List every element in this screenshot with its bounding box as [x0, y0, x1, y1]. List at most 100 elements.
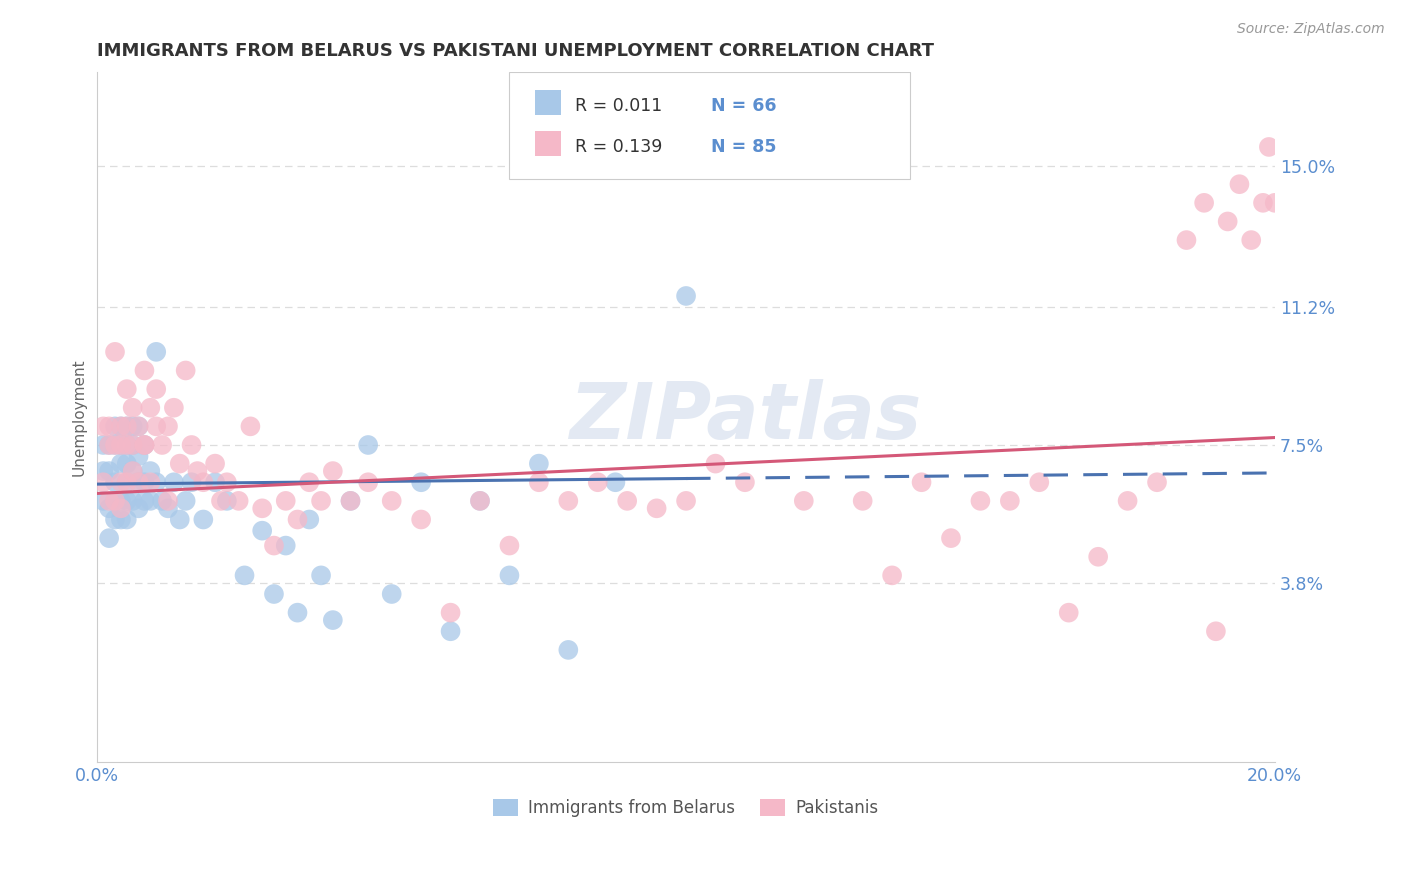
Point	[193, 512, 215, 526]
Text: N = 66: N = 66	[711, 97, 776, 115]
Point	[1205, 624, 1227, 639]
Point	[605, 475, 627, 490]
Y-axis label: Unemployment: Unemployment	[72, 359, 86, 475]
Point	[174, 363, 197, 377]
Point	[139, 401, 162, 415]
Point	[675, 494, 697, 508]
Point	[274, 539, 297, 553]
Point	[115, 494, 138, 508]
Point	[115, 419, 138, 434]
Point	[121, 464, 143, 478]
Point	[215, 475, 238, 490]
Point	[411, 512, 433, 526]
Point	[527, 475, 550, 490]
Point	[98, 501, 121, 516]
Point	[180, 438, 202, 452]
Point	[1087, 549, 1109, 564]
Point	[287, 512, 309, 526]
Point	[1175, 233, 1198, 247]
Point	[91, 464, 114, 478]
Point	[115, 438, 138, 452]
Point	[139, 464, 162, 478]
Point	[115, 382, 138, 396]
Point	[139, 475, 162, 490]
Point	[169, 457, 191, 471]
Point	[1251, 195, 1274, 210]
Point	[134, 363, 156, 377]
Point	[156, 494, 179, 508]
Point	[115, 438, 138, 452]
Point	[110, 419, 132, 434]
Point	[121, 494, 143, 508]
Text: R = 0.139: R = 0.139	[575, 138, 662, 156]
Point	[439, 606, 461, 620]
Point	[557, 643, 579, 657]
Point	[939, 531, 962, 545]
Point	[309, 568, 332, 582]
Point	[121, 438, 143, 452]
Point	[110, 438, 132, 452]
Point	[145, 344, 167, 359]
Point	[527, 457, 550, 471]
Point	[180, 475, 202, 490]
Point	[228, 494, 250, 508]
Point	[675, 289, 697, 303]
Point	[139, 494, 162, 508]
Legend: Immigrants from Belarus, Pakistanis: Immigrants from Belarus, Pakistanis	[486, 792, 886, 823]
Point	[357, 438, 380, 452]
Point	[882, 568, 904, 582]
Point	[121, 438, 143, 452]
Point	[110, 438, 132, 452]
Point	[298, 512, 321, 526]
Point	[1146, 475, 1168, 490]
FancyBboxPatch shape	[509, 72, 910, 179]
Point	[110, 457, 132, 471]
Point	[322, 464, 344, 478]
Point	[115, 457, 138, 471]
Point	[128, 419, 150, 434]
Text: IMMIGRANTS FROM BELARUS VS PAKISTANI UNEMPLOYMENT CORRELATION CHART: IMMIGRANTS FROM BELARUS VS PAKISTANI UNE…	[97, 42, 935, 60]
Point	[98, 531, 121, 545]
Point	[498, 568, 520, 582]
Point	[239, 419, 262, 434]
Point	[150, 494, 173, 508]
Point	[1240, 233, 1263, 247]
Point	[98, 419, 121, 434]
Point	[1264, 195, 1286, 210]
Point	[298, 475, 321, 490]
Point	[104, 438, 127, 452]
Point	[287, 606, 309, 620]
Point	[215, 494, 238, 508]
Point	[91, 419, 114, 434]
Point	[381, 587, 404, 601]
Point	[110, 494, 132, 508]
Point	[169, 512, 191, 526]
Point	[121, 419, 143, 434]
Point	[115, 419, 138, 434]
Point	[121, 464, 143, 478]
Point	[163, 475, 186, 490]
Point	[156, 501, 179, 516]
Point	[209, 494, 232, 508]
Point	[1257, 140, 1279, 154]
Point	[1192, 195, 1215, 210]
Point	[274, 494, 297, 508]
Point	[998, 494, 1021, 508]
Point	[121, 401, 143, 415]
Point	[128, 501, 150, 516]
Point	[381, 494, 404, 508]
Point	[233, 568, 256, 582]
Point	[128, 475, 150, 490]
Point	[104, 512, 127, 526]
Text: N = 85: N = 85	[711, 138, 776, 156]
Text: ZIPatlas: ZIPatlas	[569, 379, 921, 455]
Point	[174, 494, 197, 508]
Point	[104, 494, 127, 508]
Point	[309, 494, 332, 508]
Point	[969, 494, 991, 508]
Point	[339, 494, 361, 508]
Point	[115, 475, 138, 490]
Point	[134, 475, 156, 490]
Point	[186, 464, 208, 478]
Point	[1116, 494, 1139, 508]
